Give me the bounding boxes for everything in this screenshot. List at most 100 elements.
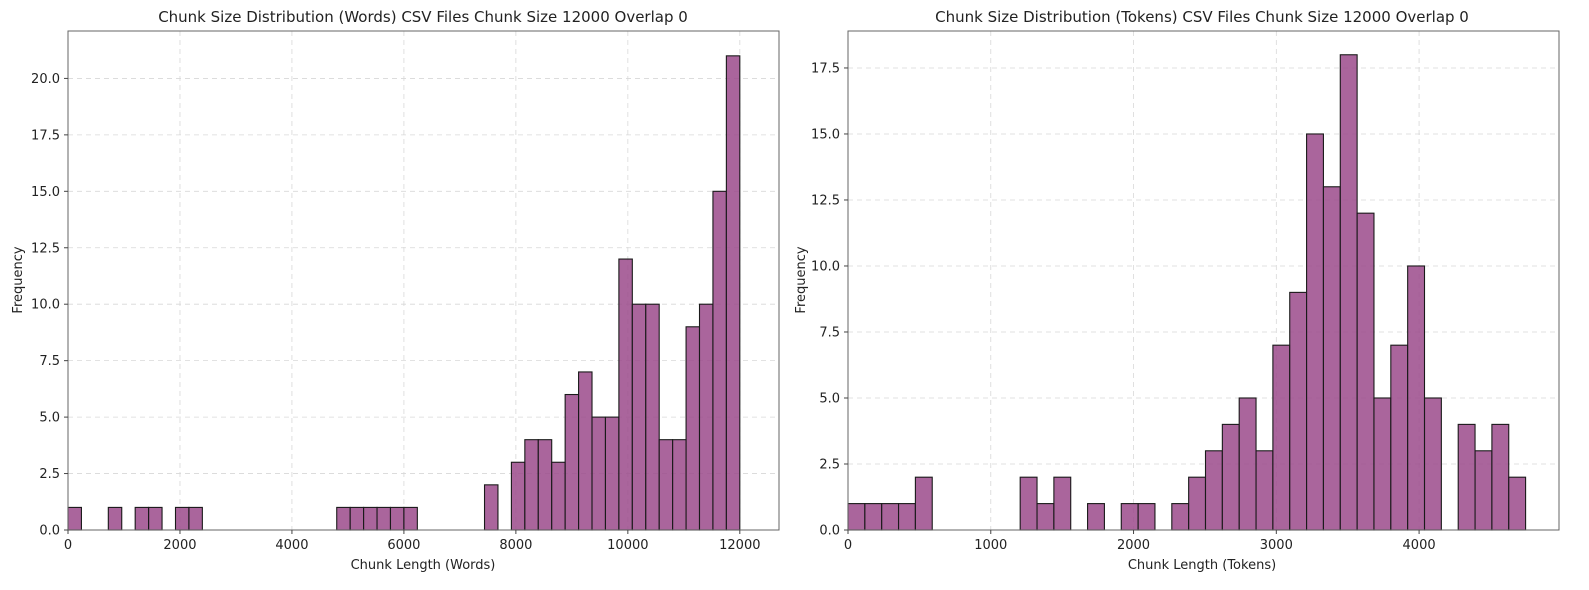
histogram-bar bbox=[1356, 212, 1375, 531]
histogram-bar bbox=[1423, 397, 1442, 531]
histogram-bar bbox=[389, 506, 405, 531]
bars bbox=[67, 55, 741, 531]
histogram-bar bbox=[1474, 450, 1493, 531]
x-axis-label: Chunk Length (Tokens) bbox=[1128, 558, 1276, 573]
histogram-bar bbox=[1019, 476, 1038, 531]
x-axis-label: Chunk Length (Words) bbox=[351, 558, 496, 573]
histogram-bar bbox=[349, 506, 365, 531]
histogram-bar bbox=[510, 461, 526, 531]
histogram-bar bbox=[1255, 450, 1274, 531]
histogram-bar bbox=[1204, 450, 1223, 531]
histogram-bar bbox=[148, 506, 163, 531]
chart-tokens: Chunk Size Distribution (Tokens) CSV Fil… bbox=[794, 8, 1560, 573]
histogram-bar bbox=[1289, 291, 1308, 531]
histogram-bar bbox=[1339, 54, 1358, 531]
histogram-bar bbox=[1322, 186, 1341, 531]
histogram-bar bbox=[618, 258, 633, 531]
x-tick-label: 2000 bbox=[1117, 538, 1150, 553]
chart-words: Chunk Size Distribution (Words) CSV File… bbox=[11, 8, 780, 573]
y-tick-label: 10.0 bbox=[31, 298, 60, 313]
histogram-bar bbox=[685, 326, 701, 531]
histogram-bar bbox=[107, 506, 123, 531]
histogram-bar bbox=[551, 461, 566, 531]
x-tick-label: 1000 bbox=[974, 538, 1007, 553]
histogram-bar bbox=[336, 506, 351, 531]
y-axis-label: Frequency bbox=[11, 246, 26, 313]
histogram-bar bbox=[1053, 476, 1072, 531]
plot-frame bbox=[67, 30, 780, 531]
bars bbox=[847, 54, 1527, 531]
histogram-bar bbox=[658, 439, 674, 531]
x-tick-label: 2000 bbox=[163, 538, 196, 553]
histogram-bar bbox=[847, 503, 866, 531]
histogram-bar bbox=[174, 506, 190, 531]
histogram-bar bbox=[1188, 476, 1207, 531]
histogram-bar bbox=[1137, 503, 1156, 531]
histogram-bar bbox=[1306, 133, 1324, 531]
y-tick-label: 17.5 bbox=[811, 61, 840, 76]
histogram-bar bbox=[483, 484, 499, 531]
histogram-bar bbox=[725, 55, 741, 531]
y-tick-label: 10.0 bbox=[811, 259, 840, 274]
histogram-bar bbox=[524, 439, 539, 531]
chart-title: Chunk Size Distribution (Words) CSV File… bbox=[158, 8, 688, 26]
histogram-bar bbox=[1221, 423, 1240, 531]
x-tick-label: 6000 bbox=[387, 538, 420, 553]
histogram-bar bbox=[1272, 344, 1291, 531]
y-tick-label: 7.5 bbox=[39, 354, 60, 369]
histogram-bar bbox=[1407, 265, 1426, 531]
histogram-bar bbox=[1036, 503, 1055, 531]
histogram-bar bbox=[591, 416, 606, 531]
histogram-bar bbox=[376, 506, 392, 531]
histogram-bar bbox=[864, 503, 883, 531]
x-tick-label: 10000 bbox=[607, 538, 648, 553]
y-axis-label: Frequency bbox=[794, 246, 809, 313]
histogram-bar bbox=[1171, 503, 1190, 531]
y-tick-label: 17.5 bbox=[31, 128, 60, 143]
histogram-bar bbox=[67, 506, 82, 531]
histogram-bar bbox=[537, 439, 553, 531]
histogram-bar bbox=[672, 439, 687, 531]
histogram-bar bbox=[645, 303, 660, 531]
y-tick-label: 5.0 bbox=[819, 391, 840, 406]
histogram-bar bbox=[1087, 503, 1105, 531]
histogram-bar bbox=[564, 393, 580, 531]
ticks: 0 2000 4000 6000 8000 10000 12000 0.0 2.5 5.0 7.5 1… bbox=[31, 72, 760, 553]
histogram-bar bbox=[1491, 423, 1510, 531]
histogram-bar bbox=[604, 416, 620, 531]
histogram-bar bbox=[1457, 423, 1476, 531]
histogram-bar bbox=[1120, 503, 1139, 531]
histogram-bar bbox=[188, 506, 203, 531]
x-tick-label: 4000 bbox=[275, 538, 308, 553]
histogram-bar bbox=[403, 506, 418, 531]
x-tick-label: 0 bbox=[844, 538, 852, 553]
histogram-bar bbox=[1508, 476, 1527, 531]
plot-frame bbox=[847, 30, 1560, 531]
grid bbox=[847, 31, 1559, 531]
y-tick-label: 2.5 bbox=[39, 467, 60, 482]
x-tick-label: 3000 bbox=[1260, 538, 1293, 553]
x-tick-label: 8000 bbox=[499, 538, 532, 553]
histogram-bar bbox=[631, 303, 647, 531]
x-tick-label: 0 bbox=[64, 538, 72, 553]
histogram-bar bbox=[698, 303, 714, 531]
histogram-bar bbox=[134, 506, 150, 531]
y-tick-label: 12.5 bbox=[811, 193, 840, 208]
y-tick-label: 15.0 bbox=[811, 127, 840, 142]
histogram-bar bbox=[363, 506, 378, 531]
y-tick-label: 0.0 bbox=[39, 524, 60, 539]
histogram-bar bbox=[914, 476, 933, 531]
x-tick-label: 4000 bbox=[1403, 538, 1436, 553]
histogram-bar bbox=[578, 371, 593, 531]
y-tick-label: 5.0 bbox=[39, 411, 60, 426]
y-tick-label: 7.5 bbox=[819, 325, 840, 340]
y-tick-label: 15.0 bbox=[31, 185, 60, 200]
y-tick-label: 12.5 bbox=[31, 241, 60, 256]
y-tick-label: 2.5 bbox=[819, 457, 840, 472]
histogram-bar bbox=[1390, 344, 1409, 531]
y-tick-label: 0.0 bbox=[819, 524, 840, 539]
chart-title: Chunk Size Distribution (Tokens) CSV Fil… bbox=[935, 8, 1469, 26]
histogram-bar bbox=[881, 503, 900, 531]
histogram-bar bbox=[1238, 397, 1257, 531]
